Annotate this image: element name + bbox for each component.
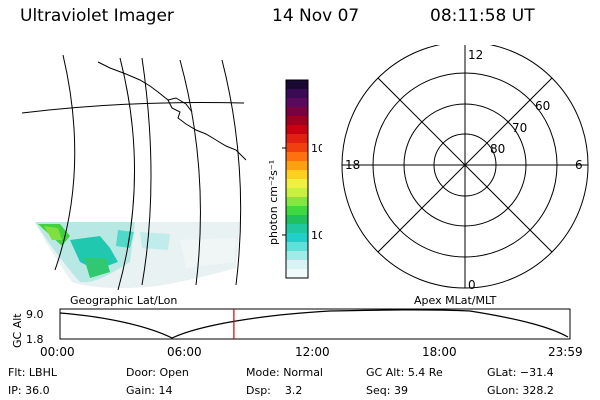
- mlt-label-0: 0: [468, 278, 476, 292]
- colorbar-cell: [286, 260, 308, 270]
- header-time: 08:11:58 UT: [430, 6, 535, 26]
- mode-value: Normal: [283, 366, 323, 379]
- colorbar-cell: [286, 251, 308, 261]
- lat-label-70: 70: [512, 121, 527, 135]
- colorbar-cell: [286, 170, 308, 180]
- colorbar-cell: [286, 98, 308, 108]
- timeline-xtick-0600: 06:00: [167, 345, 202, 359]
- door-value: Open: [159, 366, 189, 379]
- seq-value: 39: [393, 384, 408, 397]
- lat-label-60: 60: [535, 99, 550, 113]
- header-date: 14 Nov 07: [272, 6, 360, 26]
- colorbar-cell: [286, 134, 308, 144]
- colorbar-cell: [286, 269, 308, 279]
- ip-value: 36.0: [25, 384, 50, 397]
- dsp-readout: Dsp: 3.2: [246, 384, 303, 397]
- colorbar-cell: [286, 224, 308, 234]
- timeline-ylabel: GC Alt: [11, 313, 24, 348]
- colorbar-cell: [286, 188, 308, 198]
- timeline-xtick-1200: 12:00: [295, 345, 330, 359]
- colorbar-tick-100: 100: [282, 142, 322, 155]
- colorbar-cell: [286, 89, 308, 99]
- mlt-label-12: 12: [468, 48, 483, 62]
- lat-label-80: 80: [490, 142, 505, 156]
- colorbar-cell: [286, 152, 308, 162]
- colorbar-cell: [286, 233, 308, 243]
- colorbar-cell: [286, 179, 308, 189]
- colorbar-cell: [286, 116, 308, 126]
- filter-value: LBHL: [28, 366, 57, 379]
- ip-readout: IP: 36.0: [8, 384, 50, 397]
- timeline-xtick-2359: 23:59: [548, 345, 583, 359]
- colorbar-tick-10: 10: [282, 229, 322, 242]
- glat-readout: GLat: −31.4: [487, 366, 554, 379]
- colorbar-cell: [286, 197, 308, 207]
- mlt-label-18: 18: [345, 158, 360, 172]
- glon-value: 328.2: [522, 384, 554, 397]
- altitude-curve: [59, 309, 569, 339]
- gc-alt-value: 5.4 Re: [407, 366, 443, 379]
- colorbar-cell: [286, 206, 308, 216]
- polar-mlt-plot: 12 18 6 0 60 70 80: [341, 45, 589, 292]
- colorbar-cell: [286, 80, 308, 90]
- colorbar-cell: [286, 107, 308, 117]
- geographic-panel-label: Geographic Lat/Lon: [70, 294, 178, 307]
- aurora-emission-image: [35, 222, 240, 289]
- geographic-map: [21, 54, 247, 291]
- colorbar-cell: [286, 161, 308, 171]
- glat-value: −31.4: [519, 366, 554, 379]
- timeline-xtick-1800: 18:00: [422, 345, 457, 359]
- dsp-value: 3.2: [284, 384, 303, 397]
- colorbar: 100 10 photon cm⁻²s⁻¹: [267, 79, 322, 279]
- gc-alt-readout: GC Alt: 5.4 Re: [366, 366, 443, 379]
- colorbar-cell: [286, 143, 308, 153]
- orbit-timeline: GC Alt 9.0 1.8 00:00 06:00 12:00 18:00 2…: [11, 308, 583, 359]
- instrument-title: Ultraviolet Imager: [20, 6, 174, 26]
- mode-readout: Mode: Normal: [246, 366, 323, 379]
- door-readout: Door: Open: [126, 366, 189, 379]
- svg-text:10: 10: [311, 229, 322, 242]
- timeline-ytick-max: 9.0: [26, 308, 44, 321]
- gain-value: 14: [158, 384, 173, 397]
- glon-readout: GLon: 328.2: [487, 384, 554, 397]
- svg-text:100: 100: [311, 142, 322, 155]
- seq-readout: Seq: 39: [366, 384, 408, 397]
- apex-panel-label: Apex MLat/MLT: [414, 294, 497, 307]
- timeline-xtick-0000: 00:00: [40, 345, 75, 359]
- colorbar-cell: [286, 125, 308, 135]
- mlt-label-6: 6: [575, 158, 583, 172]
- timeline-ytick-min: 1.8: [26, 333, 44, 346]
- gain-readout: Gain: 14: [126, 384, 173, 397]
- filter-readout: Flt: LBHL: [8, 366, 57, 379]
- colorbar-label: photon cm⁻²s⁻¹: [267, 160, 280, 245]
- colorbar-cell: [286, 242, 308, 252]
- colorbar-cell: [286, 215, 308, 225]
